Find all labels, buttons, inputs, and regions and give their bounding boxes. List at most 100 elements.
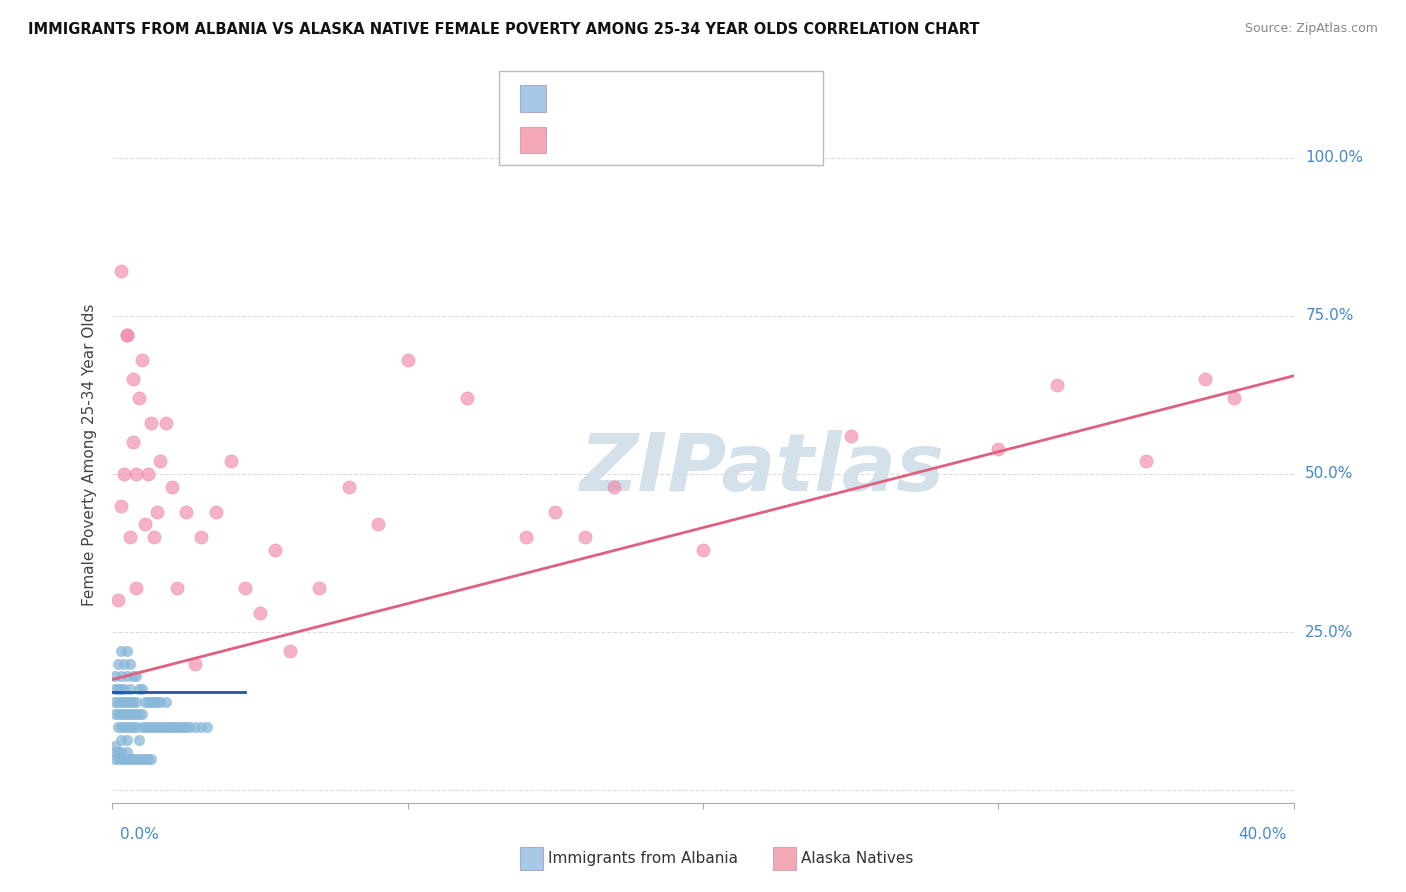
Point xyxy=(278,644,301,658)
Point xyxy=(456,391,478,405)
Point xyxy=(166,581,188,595)
Point xyxy=(139,751,162,765)
Point xyxy=(120,695,142,709)
Point xyxy=(174,505,197,519)
Point xyxy=(107,695,129,709)
Point xyxy=(249,606,271,620)
Point xyxy=(166,720,188,734)
Point xyxy=(107,745,129,759)
Point xyxy=(195,720,218,734)
Point xyxy=(155,417,177,431)
Point xyxy=(839,429,862,443)
Point xyxy=(184,720,207,734)
Point xyxy=(122,372,145,386)
Point xyxy=(117,707,138,722)
Point xyxy=(1046,378,1069,392)
Point xyxy=(112,720,135,734)
Point xyxy=(219,454,242,468)
Point xyxy=(190,530,212,544)
Text: 0.0%: 0.0% xyxy=(120,827,159,841)
Point xyxy=(110,669,132,683)
Point xyxy=(104,695,127,709)
Text: Immigrants from Albania: Immigrants from Albania xyxy=(548,852,738,866)
Text: N =: N = xyxy=(652,89,700,107)
Text: 89: 89 xyxy=(703,89,728,107)
Point xyxy=(110,745,132,759)
Point xyxy=(104,681,127,696)
Point xyxy=(117,720,138,734)
Point xyxy=(146,720,169,734)
Point xyxy=(122,695,145,709)
Point xyxy=(110,732,132,747)
Point xyxy=(122,669,145,683)
Point xyxy=(112,657,135,671)
Point xyxy=(125,751,148,765)
Text: IMMIGRANTS FROM ALBANIA VS ALASKA NATIVE FEMALE POVERTY AMONG 25-34 YEAR OLDS CO: IMMIGRANTS FROM ALBANIA VS ALASKA NATIVE… xyxy=(28,22,980,37)
Point xyxy=(1135,454,1157,468)
Point xyxy=(110,751,132,765)
Point xyxy=(125,669,148,683)
Point xyxy=(120,720,142,734)
Point xyxy=(987,442,1010,456)
Point xyxy=(125,720,148,734)
Point xyxy=(128,751,150,765)
Point xyxy=(107,681,129,696)
Point xyxy=(146,505,169,519)
Point xyxy=(155,720,177,734)
Point xyxy=(136,467,159,481)
Point xyxy=(233,581,256,595)
Point xyxy=(107,593,129,607)
Point xyxy=(163,720,186,734)
Point xyxy=(112,681,135,696)
Point xyxy=(160,720,183,734)
Point xyxy=(136,751,159,765)
Point xyxy=(134,720,156,734)
Point xyxy=(155,695,177,709)
Point xyxy=(337,479,360,493)
Point xyxy=(120,681,142,696)
Text: 40.0%: 40.0% xyxy=(1239,827,1286,841)
Point xyxy=(117,327,138,342)
Point xyxy=(139,695,162,709)
Point xyxy=(117,327,138,342)
Point xyxy=(128,732,150,747)
Point xyxy=(174,720,197,734)
Point xyxy=(107,657,129,671)
Point xyxy=(134,517,156,532)
Point xyxy=(110,499,132,513)
Point xyxy=(120,707,142,722)
Point xyxy=(110,707,132,722)
Point xyxy=(112,467,135,481)
Point xyxy=(104,669,127,683)
Point xyxy=(122,435,145,450)
Point xyxy=(157,720,180,734)
Point xyxy=(515,530,537,544)
Text: 100.0%: 100.0% xyxy=(1305,150,1364,165)
Point xyxy=(136,695,159,709)
Text: Alaska Natives: Alaska Natives xyxy=(801,852,914,866)
Point xyxy=(149,695,172,709)
Point xyxy=(603,479,626,493)
Point xyxy=(120,530,142,544)
Text: 50.0%: 50.0% xyxy=(1305,467,1354,482)
Text: Source: ZipAtlas.com: Source: ZipAtlas.com xyxy=(1244,22,1378,36)
Point xyxy=(117,669,138,683)
Point xyxy=(128,391,150,405)
Point xyxy=(122,720,145,734)
Point xyxy=(117,745,138,759)
Point xyxy=(160,479,183,493)
Point xyxy=(169,720,191,734)
Point xyxy=(1194,372,1216,386)
Point xyxy=(122,751,145,765)
Point xyxy=(131,751,153,765)
Point xyxy=(117,732,138,747)
Text: R =: R = xyxy=(557,89,593,107)
Point xyxy=(139,720,162,734)
Point xyxy=(139,417,162,431)
Point xyxy=(131,720,153,734)
Point xyxy=(110,681,132,696)
Point xyxy=(544,505,567,519)
Point xyxy=(125,581,148,595)
Text: N =: N = xyxy=(652,131,700,149)
Text: -0.000: -0.000 xyxy=(599,89,664,107)
